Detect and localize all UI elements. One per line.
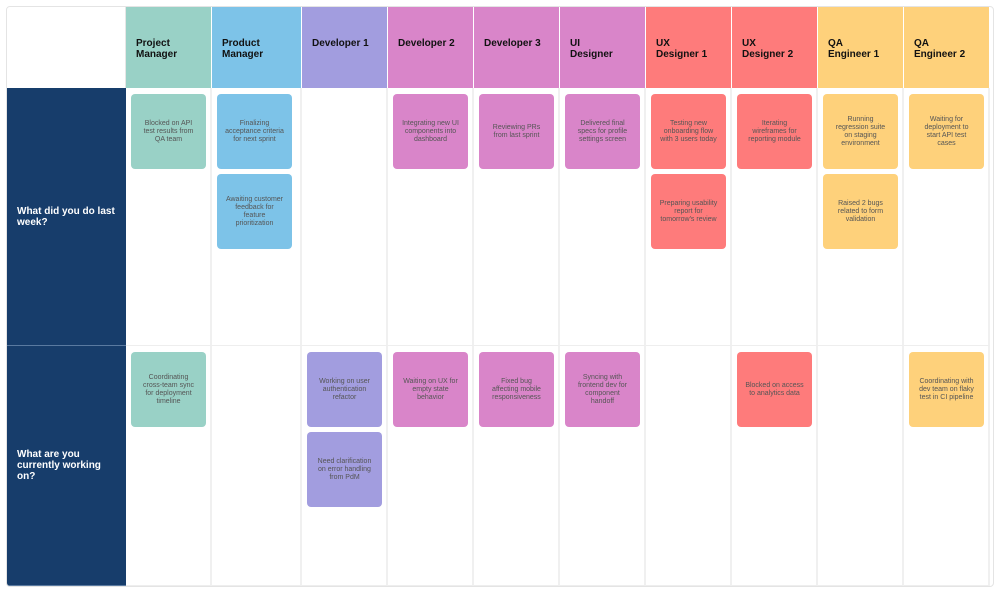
- column-header[interactable]: UI Designer: [560, 7, 646, 88]
- sticky-note[interactable]: Running regression suite on staging envi…: [823, 94, 898, 169]
- column-header[interactable]: UX Designer 2: [732, 7, 818, 88]
- sticky-note[interactable]: Iterating wireframes for reporting modul…: [737, 94, 812, 169]
- board-cell[interactable]: [646, 346, 732, 586]
- column-header[interactable]: Developer 2: [388, 7, 474, 88]
- board-cell[interactable]: Working on user authentication refactor N…: [302, 346, 388, 586]
- sticky-note[interactable]: Coordinating cross-team sync for deploym…: [131, 352, 206, 427]
- sticky-note[interactable]: Integrating new UI components into dashb…: [393, 94, 468, 169]
- board-cell[interactable]: Blocked on API test results from QA team: [126, 88, 212, 346]
- board-cell[interactable]: Iterating wireframes for reporting modul…: [732, 88, 818, 346]
- column-header[interactable]: Project Manager: [126, 7, 212, 88]
- column-header[interactable]: QA Engineer 1: [818, 7, 904, 88]
- column-header[interactable]: Product Manager: [212, 7, 302, 88]
- board-cell[interactable]: Waiting for deployment to start API test…: [904, 88, 990, 346]
- sticky-note[interactable]: Waiting on UX for empty state behavior: [393, 352, 468, 427]
- column-header[interactable]: QA Engineer 2: [904, 7, 990, 88]
- sticky-note[interactable]: Testing new onboarding flow with 3 users…: [651, 94, 726, 169]
- board-cell[interactable]: Testing new onboarding flow with 3 users…: [646, 88, 732, 346]
- board-corner: [7, 7, 126, 88]
- board-cell[interactable]: [302, 88, 388, 346]
- row-label: What did you do last week?: [7, 88, 126, 346]
- board-cell[interactable]: Integrating new UI components into dashb…: [388, 88, 474, 346]
- board-cell[interactable]: Waiting on UX for empty state behavior: [388, 346, 474, 586]
- column-header[interactable]: UX Designer 1: [646, 7, 732, 88]
- sticky-note[interactable]: Fixed bug affecting mobile responsivenes…: [479, 352, 554, 427]
- sticky-note[interactable]: Delivered final specs for profile settin…: [565, 94, 640, 169]
- board-cell[interactable]: Finalizing acceptance criteria for next …: [212, 88, 302, 346]
- board-cell[interactable]: [818, 346, 904, 586]
- board-cell[interactable]: Delivered final specs for profile settin…: [560, 88, 646, 346]
- sticky-note[interactable]: Awaiting customer feedback for feature p…: [217, 174, 292, 249]
- sticky-note[interactable]: Blocked on API test results from QA team: [131, 94, 206, 169]
- sticky-note[interactable]: Blocked on access to analytics data: [737, 352, 812, 427]
- column-header[interactable]: Developer 1: [302, 7, 388, 88]
- sticky-note[interactable]: Syncing with frontend dev for component …: [565, 352, 640, 427]
- sticky-note[interactable]: Need clarification on error handling fro…: [307, 432, 382, 507]
- standup-board: Project Manager Product Manager Developer …: [6, 6, 994, 587]
- sticky-note[interactable]: Finalizing acceptance criteria for next …: [217, 94, 292, 169]
- board-cell[interactable]: Coordinating cross-team sync for deploym…: [126, 346, 212, 586]
- board-cell[interactable]: [212, 346, 302, 586]
- sticky-note[interactable]: Reviewing PRs from last sprint: [479, 94, 554, 169]
- sticky-note[interactable]: Coordinating with dev team on flaky test…: [909, 352, 984, 427]
- board-cell[interactable]: Fixed bug affecting mobile responsivenes…: [474, 346, 560, 586]
- column-header[interactable]: Developer 3: [474, 7, 560, 88]
- board-cell[interactable]: Running regression suite on staging envi…: [818, 88, 904, 346]
- sticky-note[interactable]: Raised 2 bugs related to form validation: [823, 174, 898, 249]
- board-cell[interactable]: Coordinating with dev team on flaky test…: [904, 346, 990, 586]
- sticky-note[interactable]: Working on user authentication refactor: [307, 352, 382, 427]
- board-cell[interactable]: Reviewing PRs from last sprint: [474, 88, 560, 346]
- sticky-note[interactable]: Preparing usability report for tomorrow'…: [651, 174, 726, 249]
- row-label: What are you currently working on?: [7, 346, 126, 586]
- sticky-note[interactable]: Waiting for deployment to start API test…: [909, 94, 984, 169]
- board-cell[interactable]: Blocked on access to analytics data: [732, 346, 818, 586]
- board-cell[interactable]: Syncing with frontend dev for component …: [560, 346, 646, 586]
